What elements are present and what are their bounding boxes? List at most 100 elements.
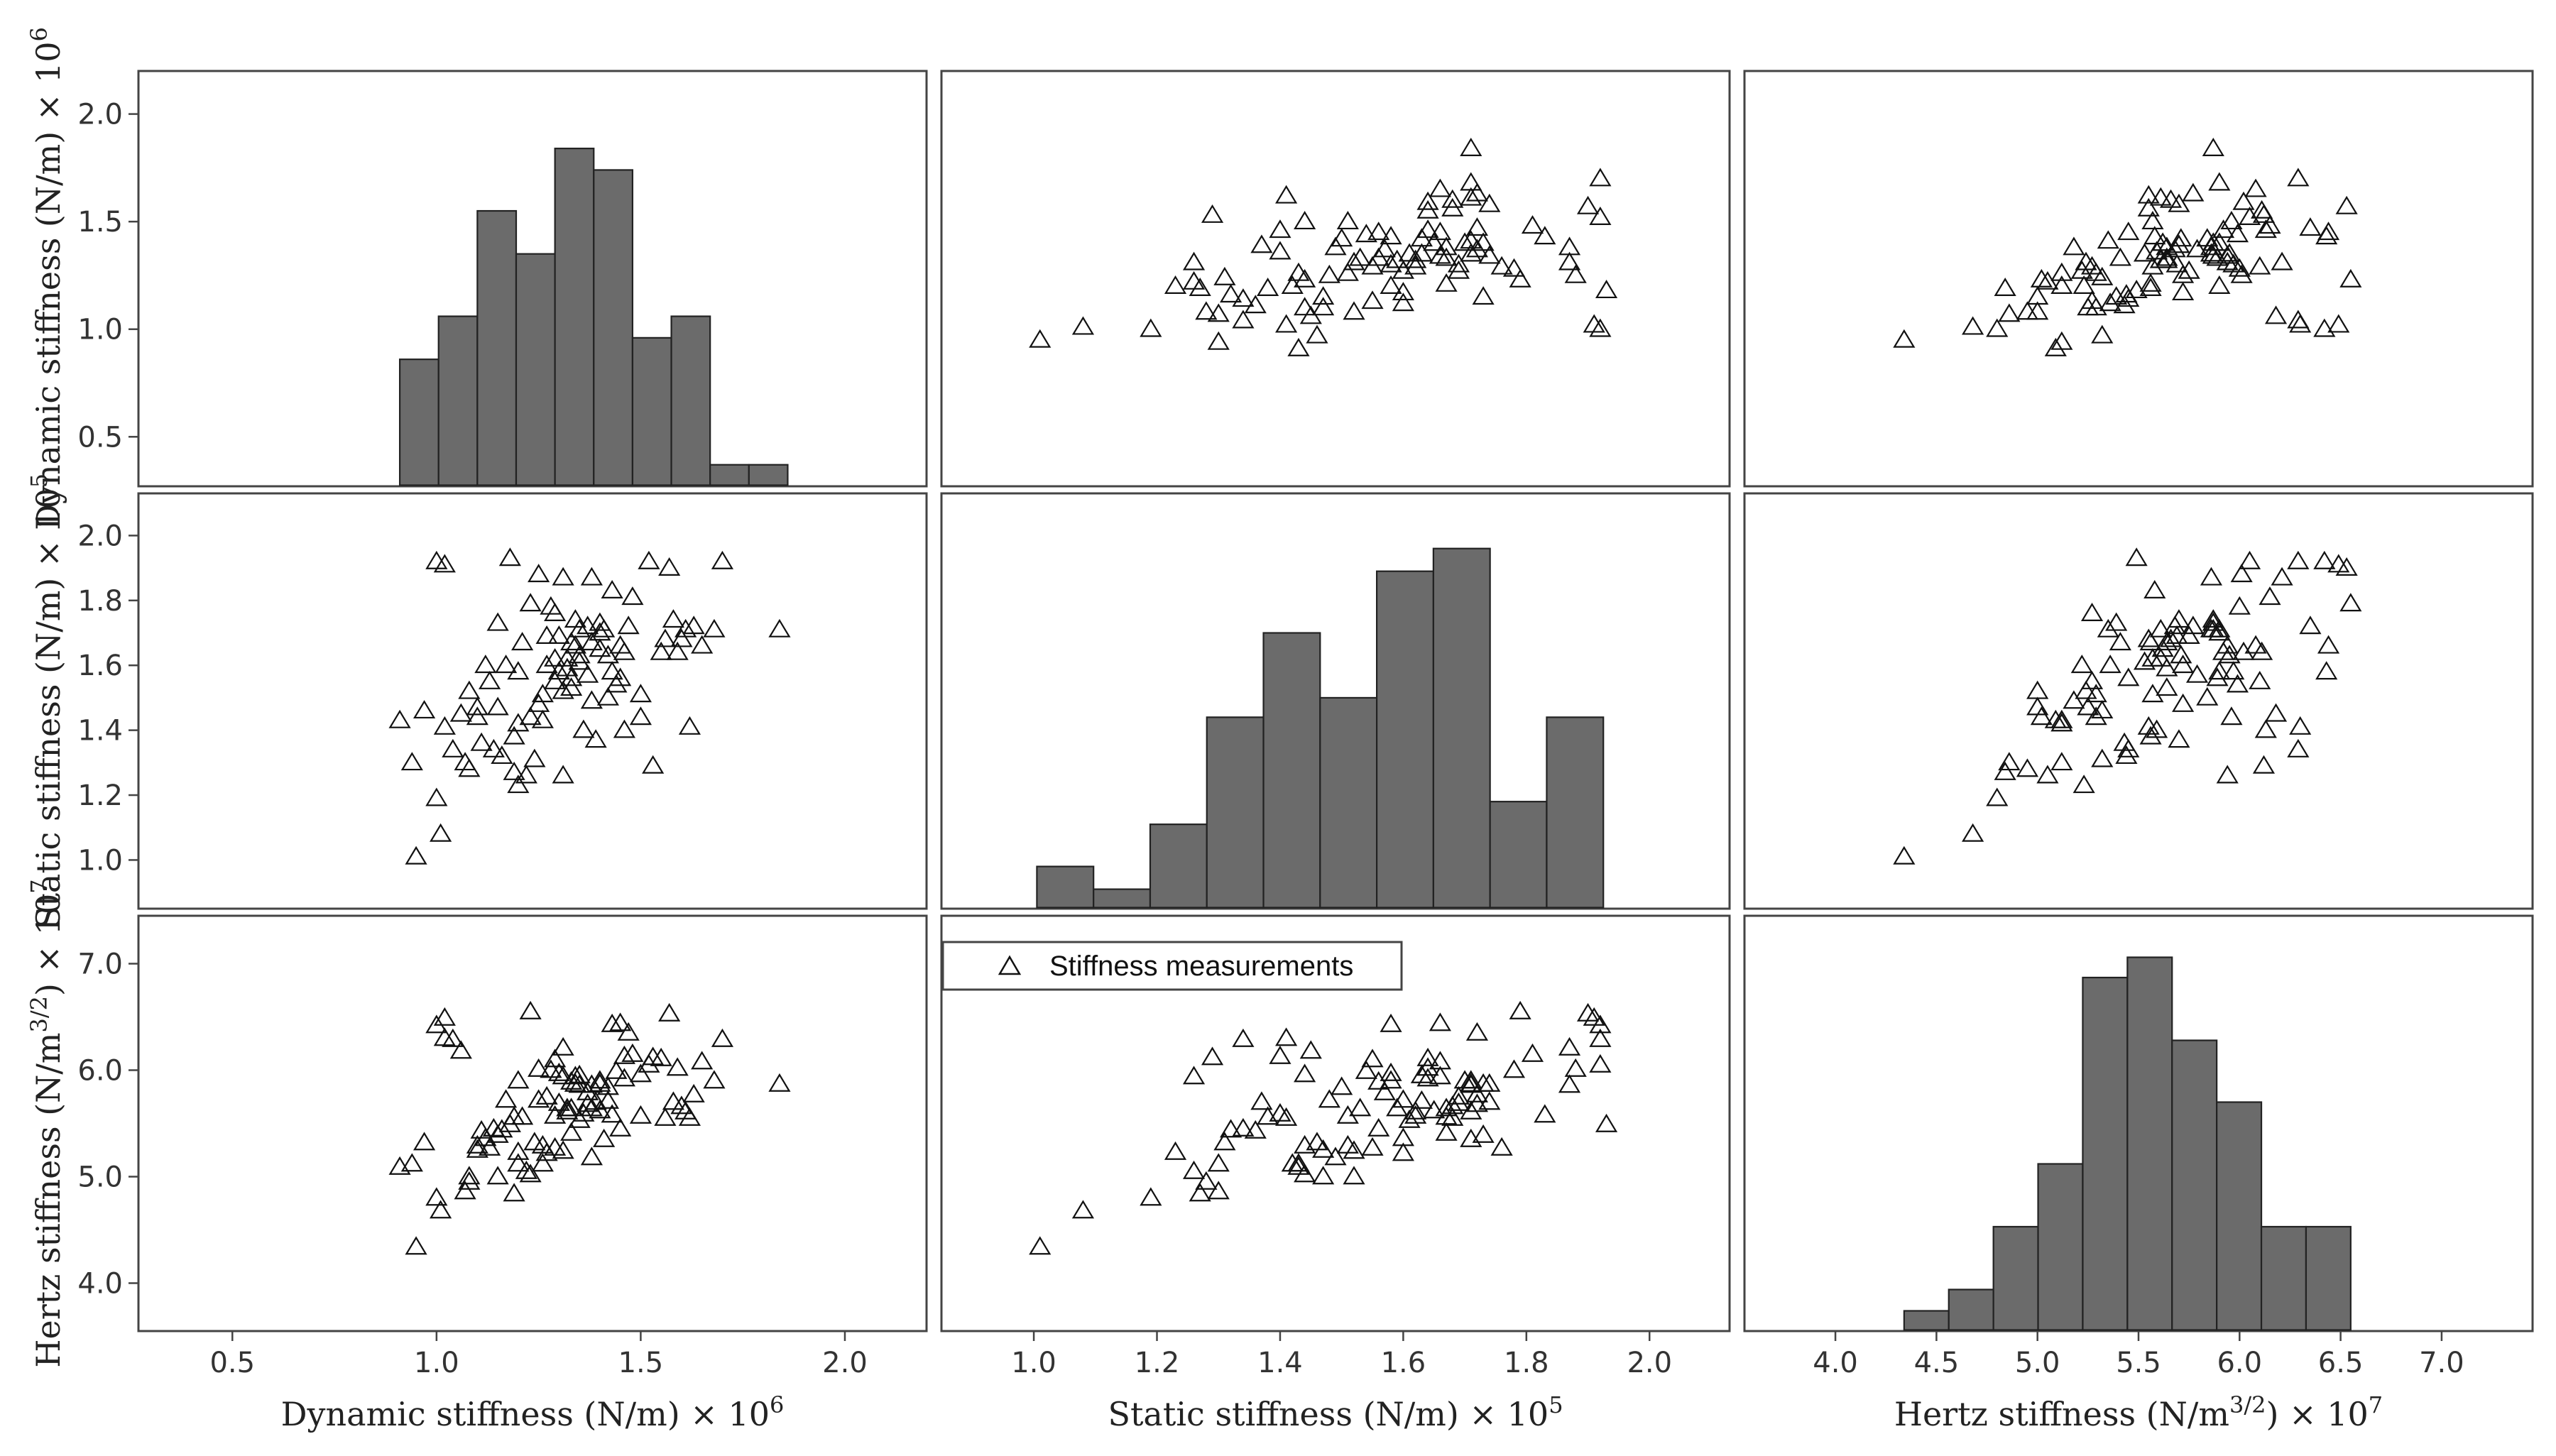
scatter-point-dyn-hertz-93: [2091, 266, 2114, 285]
scatter-point-dyn-stat-19: [1257, 278, 1279, 296]
histogram-bar-hertz-6: [2126, 956, 2173, 1331]
scatter-point-stat-dyn-47: [580, 566, 603, 586]
scatter-point-dyn-stat-73: [1460, 172, 1482, 191]
scatter-point-stat-hertz-47: [2200, 566, 2223, 586]
scatter-point-stat-dyn-44: [572, 719, 595, 738]
scatter-point-hertz-dyn-23: [515, 1160, 537, 1179]
scatter-point-hertz-stat-99: [1392, 1089, 1414, 1108]
scatter-point-stat-hertz-71: [2182, 615, 2205, 635]
scatter-point-stat-hertz-49: [2168, 729, 2190, 748]
x-tick-label-stat-6: 2.0: [1627, 1347, 1672, 1379]
scatter-point-stat-dyn-43: [568, 618, 591, 637]
scatter-point-stat-hertz-17: [2115, 745, 2138, 765]
scatter-point-stat-dyn-91: [629, 684, 652, 703]
histogram-bar-hertz-10: [2305, 1225, 2352, 1331]
scatter-point-dyn-hertz-79: [1994, 278, 2016, 296]
scatter-point-hertz-dyn-87: [547, 1062, 570, 1081]
scatter-point-hertz-dyn-72: [691, 1051, 714, 1070]
scatter-point-stat-hertz-81: [2313, 550, 2336, 569]
scatter-point-dyn-hertz-20: [2050, 275, 2073, 294]
scatter-point-stat-dyn-76: [580, 690, 603, 709]
scatter-point-stat-dyn-88: [568, 645, 591, 664]
scatter-point-dyn-hertz-53: [2170, 228, 2192, 247]
scatter-point-hertz-stat-86: [1318, 1089, 1340, 1108]
scatter-point-stat-hertz-29: [2228, 596, 2251, 615]
scatter-point-dyn-hertz-88: [2218, 243, 2241, 262]
scatter-point-hertz-stat-95: [1361, 1049, 1384, 1068]
scatter-point-dyn-hertz-77: [2085, 262, 2107, 281]
scatter-point-hertz-dyn-65: [650, 1047, 672, 1066]
scatter-point-stat-dyn-19: [503, 726, 525, 745]
scatter-point-stat-dyn-61: [621, 586, 644, 606]
histogram-bar-dyn-1: [398, 358, 439, 486]
scatter-point-dyn-hertz-57: [2226, 224, 2249, 243]
scatter-point-stat-dyn-38: [560, 632, 583, 651]
scatter-point-stat-dyn-12: [466, 706, 488, 726]
scatter-point-dyn-hertz-27: [2178, 260, 2200, 279]
scatter-point-dyn-stat-51: [1453, 232, 1476, 251]
y-tick-label-hertz-2: 5.0: [77, 1161, 123, 1194]
scatter-point-stat-dyn-90: [609, 667, 632, 686]
scatter-point-hertz-dyn-85: [507, 1070, 530, 1089]
y-tick-label-dyn-1: 0.5: [77, 421, 123, 454]
scatter-point-hertz-dyn-36: [556, 1100, 579, 1120]
scatter-point-dyn-stat-46: [1373, 239, 1396, 258]
scatter-point-dyn-stat-84: [1312, 286, 1335, 305]
scatter-point-hertz-dyn-88: [568, 1064, 591, 1083]
histogram-bar-dyn-8: [670, 315, 711, 486]
scatter-point-hertz-stat-55: [1380, 1013, 1402, 1032]
scatter-point-dyn-hertz-97: [2137, 185, 2160, 204]
scatter-point-dyn-stat-21: [1164, 275, 1187, 294]
scatter-point-stat-dyn-25: [528, 564, 550, 583]
scatter-point-dyn-stat-54: [1331, 228, 1353, 247]
x-axis-label-hertz: Hertz stiffness (N/m3/2) × 107: [1894, 1391, 2383, 1433]
histogram-bar-dyn-2: [437, 315, 479, 486]
scatter-point-stat-dyn-72: [691, 635, 714, 654]
scatter-point-dyn-stat-89: [1423, 232, 1446, 251]
scatter-point-hertz-stat-16: [1472, 1124, 1495, 1143]
scatter-point-hertz-dyn-99: [495, 1089, 518, 1108]
scatter-point-hertz-stat-5: [1140, 1187, 1162, 1206]
scatter-point-stat-hertz-27: [2178, 625, 2200, 644]
histogram-bar-stat-4: [1206, 716, 1265, 909]
scatter-point-hertz-dyn-43: [568, 1074, 591, 1093]
scatter-point-dyn-stat-13: [1392, 292, 1414, 312]
scatter-point-dyn-stat-85: [1380, 275, 1402, 294]
scatter-point-dyn-stat-68: [1416, 191, 1439, 210]
scatter-point-hertz-stat-93: [1213, 1132, 1236, 1151]
scatter-point-stat-hertz-88: [2218, 645, 2241, 664]
scatter-point-stat-dyn-70: [674, 618, 697, 637]
scatter-point-hertz-stat-61: [1521, 1043, 1544, 1062]
axis-labels: Dynamic stiffness (N/m) × 106 Static stif…: [26, 27, 2383, 1433]
histogram-bar-stat-3: [1149, 823, 1208, 909]
scatter-point-dyn-stat-58: [1429, 221, 1452, 241]
scatter-point-hertz-dyn-34: [552, 1066, 574, 1085]
scatter-point-stat-hertz-23: [2036, 765, 2059, 784]
scatter-point-dyn-hertz-85: [2208, 275, 2231, 294]
scatter-point-stat-dyn-46: [577, 664, 599, 683]
scatter-point-stat-hertz-36: [2149, 647, 2172, 667]
histogram-bar-stat-2: [1093, 888, 1152, 909]
scatter-point-hertz-stat-1: [1029, 1236, 1052, 1255]
scatter-point-stat-dyn-97: [678, 716, 701, 735]
scatter-point-hertz-dyn-80: [433, 1007, 456, 1026]
scatter-point-stat-dyn-63: [638, 550, 660, 569]
scatter-point-stat-hertz-89: [2151, 638, 2174, 657]
scatter-point-dyn-hertz-42: [2133, 243, 2156, 262]
scatter-point-hertz-dyn-84: [486, 1166, 509, 1185]
scatter-point-stat-hertz-55: [2315, 661, 2338, 680]
scatter-point-stat-hertz-57: [2226, 674, 2249, 693]
scatter-point-stat-hertz-96: [2335, 557, 2358, 576]
scatter-point-hertz-stat-82: [1306, 1132, 1328, 1151]
scatter-point-stat-hertz-91: [2141, 684, 2164, 703]
scatter-point-stat-hertz-58: [2317, 635, 2340, 654]
scatter-point-hertz-dyn-11: [466, 1139, 488, 1158]
histogram-bar-dyn-4: [515, 253, 556, 486]
scatter-point-stat-dyn-86: [528, 693, 550, 712]
scatter-point-hertz-stat-87: [1380, 1062, 1402, 1081]
histogram-bar-hertz-7: [2171, 1039, 2218, 1331]
y-axis-label-dyn: Dynamic stiffness (N/m) × 106: [26, 27, 67, 530]
scatter-point-dyn-hertz-17: [2115, 284, 2138, 303]
scatter-point-hertz-dyn-77: [531, 1134, 554, 1154]
scatter-point-dyn-hertz-68: [2232, 191, 2255, 210]
